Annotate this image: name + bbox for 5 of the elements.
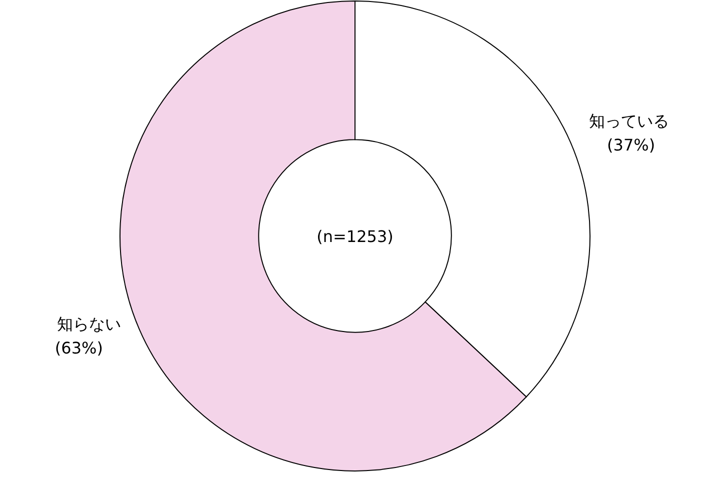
slice-label: 知っている bbox=[589, 112, 670, 131]
text: (n=1253) bbox=[316, 227, 394, 246]
slice-label: 知らない bbox=[56, 314, 121, 334]
data-label: (37%) bbox=[607, 136, 656, 155]
data-label: (63%) bbox=[54, 338, 103, 358]
